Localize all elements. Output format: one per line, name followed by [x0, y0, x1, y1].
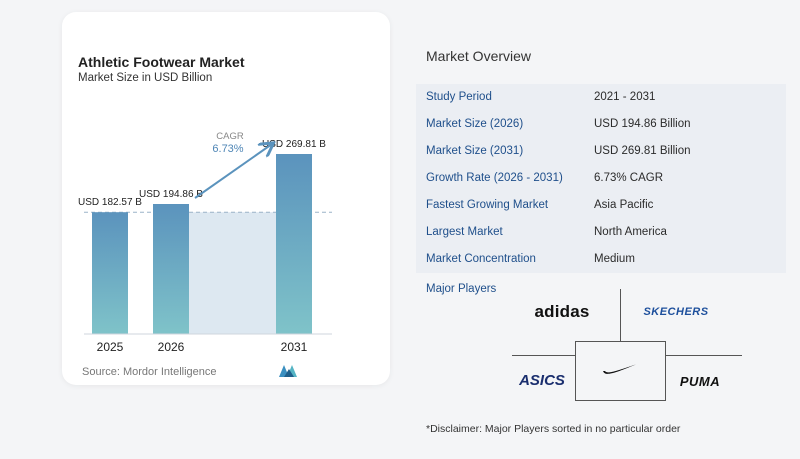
bar-chart: USD 182.57 B 2025 USD 194.86 B 2026 USD 269.… [78, 131, 332, 354]
nike-swoosh-icon [603, 364, 637, 374]
x-tick-2025: 2025 [97, 340, 124, 354]
overview-row-label: Fastest Growing Market [426, 199, 549, 211]
overview-row: Market Concentration Medium [416, 246, 786, 273]
overview-row-value: Medium [594, 253, 635, 265]
disclaimer: *Disclaimer: Major Players sorted in no … [426, 423, 681, 435]
chart-title: Athletic Footwear Market [78, 54, 245, 70]
overview-row: Market Size (2026) USD 194.86 Billion [416, 111, 786, 138]
growth-band [189, 212, 276, 334]
players-divider [575, 341, 576, 401]
overview-row-label: Growth Rate (2026 - 2031) [426, 172, 563, 184]
data-label-2026: USD 194.86 B [139, 189, 203, 200]
chart-card: Athletic Footwear Market Market Size in … [62, 12, 390, 385]
overview-row-value: USD 269.81 Billion [594, 145, 691, 157]
players-divider [620, 289, 621, 341]
overview-row-value: 2021 - 2031 [594, 91, 656, 103]
overview-row-label: Market Size (2026) [426, 118, 524, 130]
skechers-logo: SKECHERS [643, 306, 709, 318]
players-divider [666, 355, 742, 356]
players-divider [665, 341, 666, 401]
market-overview-title: Market Overview [426, 48, 532, 64]
overview-row-label: Market Concentration [426, 253, 536, 265]
source-text: Source: Mordor Intelligence [82, 366, 217, 378]
cagr-arrow [194, 144, 272, 199]
players-divider [575, 341, 666, 342]
bar-2026 [153, 204, 189, 334]
overview-row-label: Largest Market [426, 226, 503, 238]
bar-2031 [276, 154, 312, 334]
cagr-label: CAGR [216, 131, 244, 142]
bar-2025 [92, 212, 128, 334]
major-players-title: Major Players [426, 283, 497, 295]
overview-row: Largest Market North America [416, 219, 786, 246]
overview-row: Fastest Growing Market Asia Pacific [416, 192, 786, 219]
overview-row: Growth Rate (2026 - 2031) 6.73% CAGR [416, 165, 786, 192]
x-tick-2031: 2031 [281, 340, 308, 354]
overview-row-label: Study Period [426, 91, 492, 103]
overview-row-value: 6.73% CAGR [594, 172, 664, 184]
asics-logo: asics [519, 372, 565, 389]
players-divider [512, 355, 575, 356]
overview-row-label: Market Size (2031) [426, 145, 524, 157]
x-tick-2026: 2026 [158, 340, 185, 354]
overview-row-value: North America [594, 226, 667, 238]
data-label-2031: USD 269.81 B [262, 139, 326, 150]
puma-logo: PUMA [679, 374, 721, 389]
cagr-value: 6.73% [212, 143, 243, 155]
data-label-2025: USD 182.57 B [78, 197, 142, 208]
players-divider [575, 400, 666, 401]
overview-row: Study Period 2021 - 2031 [416, 84, 786, 111]
adidas-logo: adidas [534, 302, 590, 321]
chart-subtitle: Market Size in USD Billion [78, 72, 213, 84]
overview-row-value: Asia Pacific [594, 199, 654, 211]
overview-row-value: USD 194.86 Billion [594, 118, 691, 130]
overview-row: Market Size (2031) USD 269.81 Billion [416, 138, 786, 165]
mordor-logo-icon [279, 365, 297, 377]
